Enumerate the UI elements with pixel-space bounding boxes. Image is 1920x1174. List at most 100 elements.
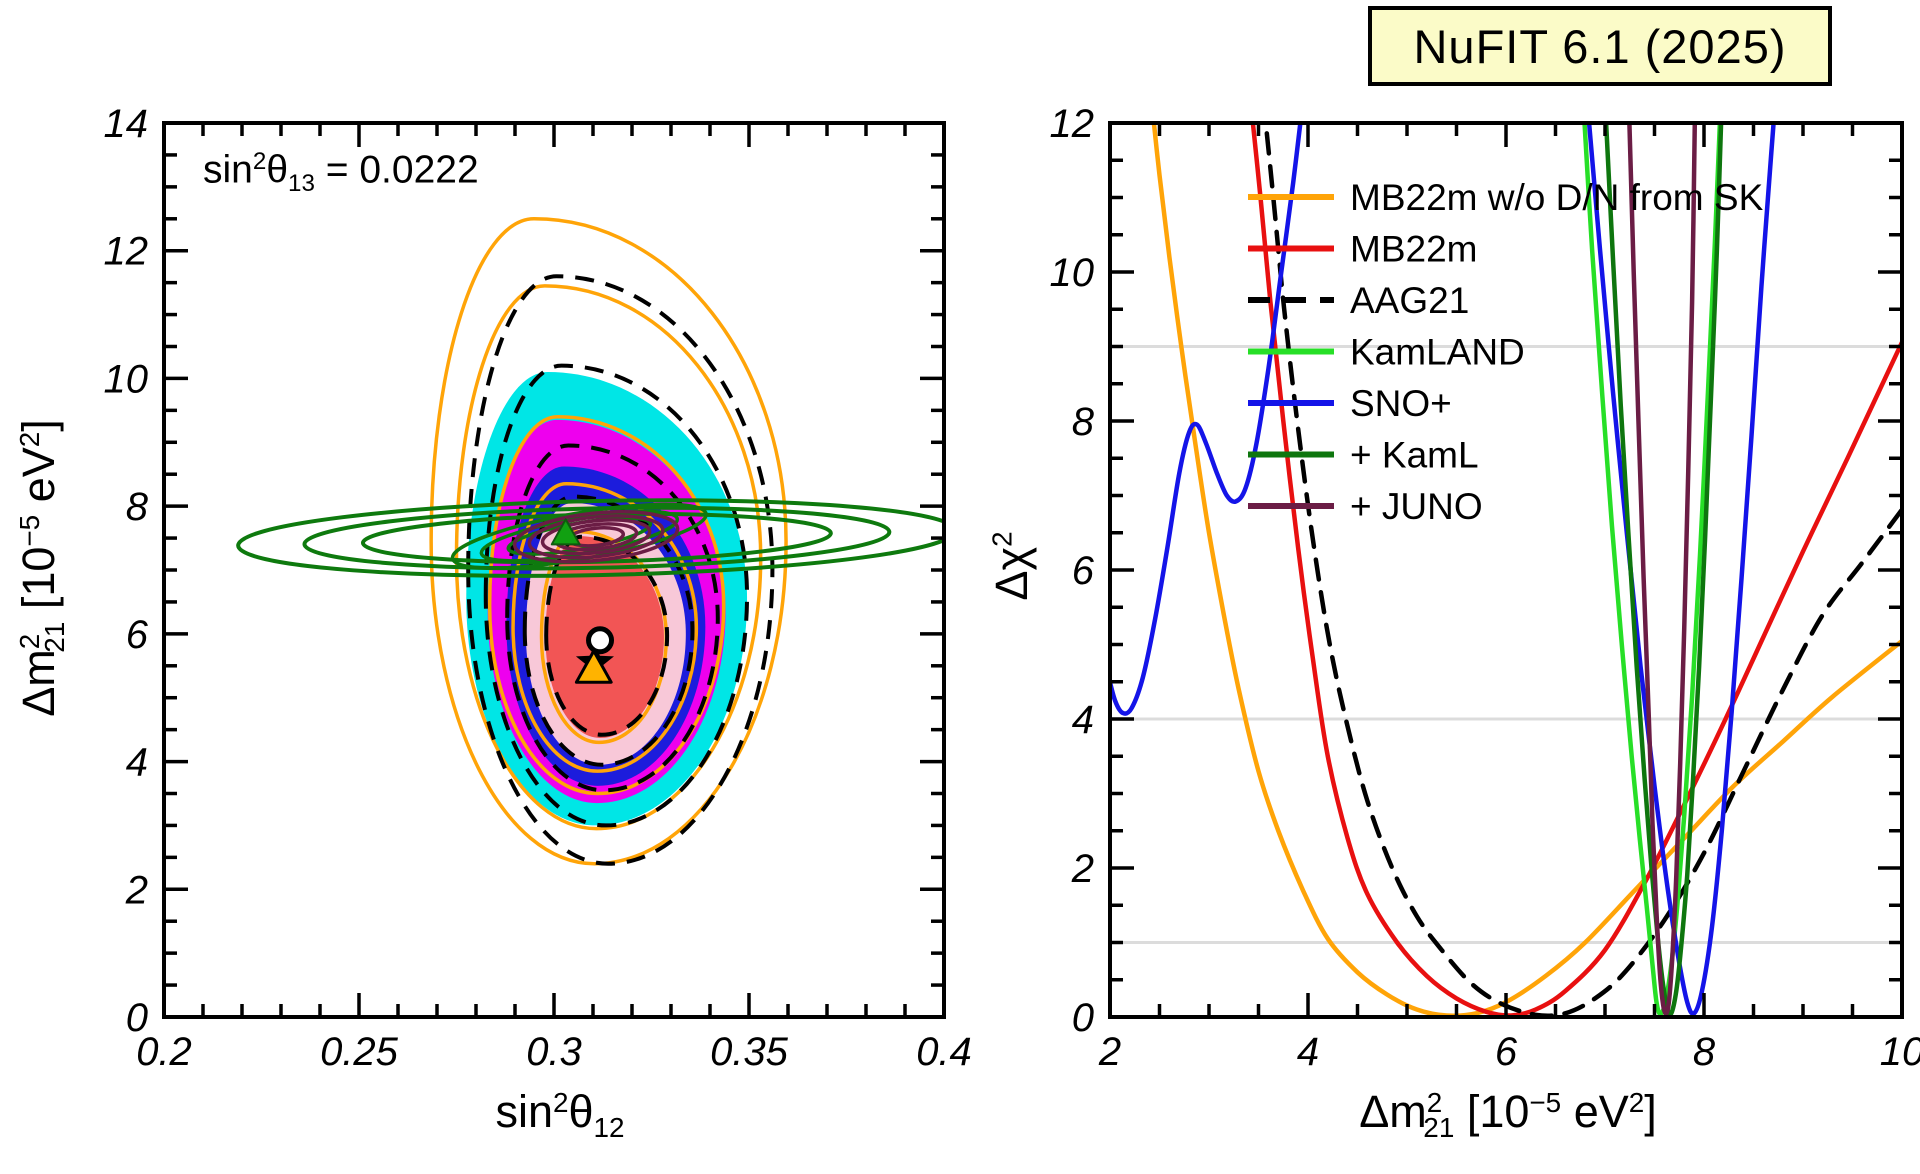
label-token: Δm [13, 649, 65, 717]
y-tick-label: 10 [104, 357, 149, 401]
y-tick-label: 0 [1072, 996, 1094, 1040]
curve-segment [1263, 123, 1902, 1017]
x-tick-label: 2 [1098, 1030, 1121, 1074]
x-tick-label: 6 [1495, 1030, 1518, 1074]
label-token: [10 [1454, 1086, 1530, 1138]
label-token: sin [495, 1086, 553, 1138]
right-y-axis-label: Δχ2 [986, 531, 1038, 600]
orange-best-fit-triangle [574, 649, 613, 684]
label-token: eV [13, 447, 65, 515]
label-token: Δm [1359, 1086, 1427, 1138]
curve-mb22m [1250, 123, 1902, 1017]
y-tick-label: 12 [1050, 102, 1095, 146]
label-token: 12 [593, 1111, 625, 1143]
contour-line [511, 482, 699, 773]
label-token: eV [1561, 1086, 1629, 1138]
right-plot-frame [1108, 121, 1904, 1019]
legend: MB22m w/o D/N from SK MB22m AAG21 KamLAND SN… [1248, 177, 1764, 527]
contour-line [505, 443, 720, 793]
x-tick-label: 0.2 [136, 1030, 192, 1074]
legend-label: MB22m [1350, 229, 1477, 270]
label-token: −5 [1529, 1086, 1562, 1118]
y-tick-label: 12 [104, 230, 149, 274]
label-token: 2 [1426, 1086, 1443, 1118]
curve-segment [1110, 123, 1303, 716]
contour-line [466, 274, 775, 866]
legend-label: + JUNO [1350, 486, 1483, 527]
y-tick-label: 2 [1071, 847, 1094, 891]
contour-line [454, 284, 763, 831]
left-y-axis-label: Δm221 [10−5 eV2] [13, 419, 71, 717]
left-tick-labels: 0.2 0.25 0.3 0.35 0.4 0 2 4 6 8 10 12 14 [104, 102, 972, 1074]
sin2theta13-annotation: sin2θ13 = 0.0222 [203, 148, 479, 198]
x-tick-label: 0.3 [526, 1030, 582, 1074]
contour-set-aag21 [466, 274, 775, 866]
y-tick-label: 2 [125, 868, 148, 912]
label-token: sin [203, 148, 253, 192]
legend-label: AAG21 [1350, 280, 1469, 321]
right-axis-ticks [1108, 121, 1904, 1019]
label-token: θ [266, 148, 289, 192]
label-token: 13 [288, 169, 315, 197]
contour-line [483, 363, 750, 828]
curve-segment [1603, 123, 1724, 1017]
legend-label: MB22m w/o D/N from SK [1350, 177, 1764, 218]
contour-line [487, 414, 726, 796]
x-tick-label: 0.25 [320, 1030, 399, 1074]
kamland-best-fit-triangle [550, 518, 581, 546]
x-tick-label: 0.4 [916, 1030, 972, 1074]
curve--juno [1627, 123, 1698, 1016]
cl-ellipse [512, 510, 680, 564]
curve--kaml [1603, 123, 1724, 1017]
cl-ellipse [527, 514, 665, 560]
contour-line [429, 217, 788, 866]
y-tick-label: 14 [104, 102, 149, 146]
label-token: [10 [13, 546, 65, 622]
y-tick-label: 4 [126, 741, 148, 785]
left-axis-ticks [162, 121, 946, 1019]
right-x-axis-label: Δm221 [10−5 eV2] [1359, 1086, 1657, 1144]
label-token: 21 [38, 621, 70, 653]
label-token: = 0.0222 [314, 148, 479, 192]
legend-label: SNO+ [1350, 383, 1452, 424]
label-token: −5 [13, 514, 45, 547]
contour-line [522, 494, 695, 767]
x-tick-label: 4 [1297, 1030, 1319, 1074]
label-token: 2 [1628, 1086, 1645, 1118]
y-tick-label: 8 [126, 485, 149, 529]
label-token: 2 [986, 531, 1018, 547]
cl-ellipse [236, 498, 944, 578]
curve-segment [1586, 123, 1776, 1016]
curve-segment [1582, 123, 1723, 1017]
label-token: ] [1644, 1086, 1657, 1138]
figure-title-box: NuFIT 6.1 (2025) [1368, 6, 1832, 86]
y-tick-label: 0 [126, 996, 148, 1040]
x-tick-label: 0.35 [710, 1030, 789, 1074]
label-token: 2 [552, 1086, 569, 1118]
left-plot-area [236, 217, 944, 866]
y-tick-label: 4 [1072, 698, 1094, 742]
y-tick-label: 10 [1050, 251, 1095, 295]
label-token: 21 [1423, 1111, 1455, 1143]
y-tick-label: 6 [1072, 549, 1095, 593]
mb22m-best-fit-circle [586, 626, 615, 655]
curve-aag21 [1263, 123, 1902, 1017]
x-tick-label: 10 [1880, 1030, 1920, 1074]
left-x-axis-label: sin2θ12 [495, 1086, 624, 1144]
label-token: θ [568, 1086, 594, 1138]
curve-segment [1250, 123, 1902, 1017]
legend-label: KamLAND [1350, 332, 1525, 373]
curve-kamland [1582, 123, 1723, 1017]
right-plot-area [1110, 123, 1902, 1017]
x-tick-label: 8 [1693, 1030, 1716, 1074]
y-tick-label: 8 [1072, 400, 1095, 444]
contour-line [544, 534, 670, 737]
y-tick-label: 6 [126, 613, 149, 657]
cl-ellipse [540, 518, 652, 556]
curve-segment [1627, 123, 1698, 1016]
label-token: 2 [13, 431, 45, 448]
label-token: ] [13, 419, 65, 432]
